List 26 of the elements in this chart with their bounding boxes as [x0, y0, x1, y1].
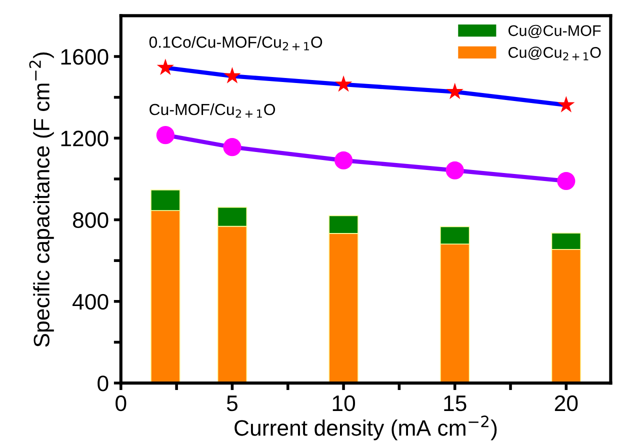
x-axis-title: Current density (mA cm$^{−2}$) — [234, 416, 497, 440]
legend-label: Cu@Cu$_{2+1}$O — [508, 46, 601, 60]
point — [334, 75, 352, 92]
y-tick-label: 400 — [72, 294, 108, 310]
x-tick-label: 5 — [226, 396, 238, 412]
point — [446, 161, 464, 180]
point — [223, 138, 242, 156]
x-tick-label: 15 — [444, 396, 466, 412]
point — [334, 151, 353, 170]
point — [558, 96, 575, 112]
y-axis-title: Specific capacitance (F cm$^{−2}$) — [29, 52, 54, 347]
y-tick-label: 1600 — [61, 49, 108, 65]
x-tick-label: 10 — [332, 395, 356, 412]
x-tick-label: 0 — [116, 395, 126, 412]
legend-label: Cu@Cu-MOF — [508, 24, 601, 38]
series-label: 0.1Co/Cu-MOF/Cu$_{2+1}$O — [149, 36, 322, 50]
point — [557, 172, 576, 190]
y-tick-label: 800 — [72, 212, 108, 228]
point — [446, 82, 464, 100]
y-tick-label: 0 — [98, 376, 108, 392]
point — [224, 67, 241, 84]
point — [156, 126, 174, 144]
x-tick-label: 20 — [554, 395, 578, 412]
y-tick-label: 1200 — [61, 130, 108, 146]
point — [156, 58, 174, 76]
series-label: Cu-MOF/Cu$_{2+1}$O — [150, 103, 276, 118]
